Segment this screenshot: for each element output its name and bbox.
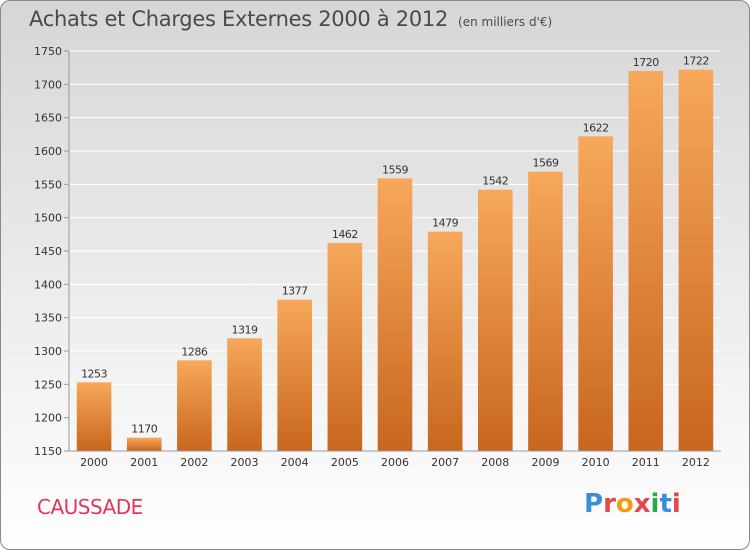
x-tick-label: 2004 [281, 456, 309, 469]
data-label: 1722 [683, 55, 709, 68]
bar-2001 [126, 437, 162, 451]
logo-letter: x [633, 489, 651, 519]
data-label: 1286 [181, 345, 207, 358]
y-tick-label: 1350 [34, 312, 62, 325]
logo-letter: P [584, 489, 604, 519]
logo-letter: i [650, 489, 660, 519]
y-tick-label: 1300 [34, 345, 62, 358]
data-label: 1559 [382, 163, 408, 176]
data-label: 1720 [633, 56, 659, 69]
x-tick-label: 2007 [431, 456, 459, 469]
y-tick-label: 1250 [34, 378, 62, 391]
y-tick-label: 1500 [34, 212, 62, 225]
y-tick-label: 1700 [34, 78, 62, 91]
y-tick-label: 1650 [34, 112, 62, 125]
data-label: 1542 [482, 175, 508, 188]
x-tick-label: 2001 [130, 456, 158, 469]
bar-2005 [327, 243, 363, 451]
data-label: 1170 [131, 423, 157, 436]
data-label: 1319 [232, 323, 258, 336]
bar-2010 [578, 136, 613, 452]
bars [76, 69, 714, 452]
data-label: 1462 [332, 228, 358, 241]
y-tick-label: 1550 [34, 178, 62, 191]
data-labels: 1253 1170 1286 1319 1377 1462 1559 1479 1542 1569… [81, 55, 709, 436]
y-tick-label: 1150 [34, 445, 62, 458]
y-tick-label: 1450 [34, 245, 62, 258]
bar-2012 [678, 69, 714, 452]
x-tick-label: 2011 [632, 456, 660, 469]
data-label: 1569 [532, 157, 558, 170]
bar-2003 [227, 338, 262, 451]
logo-letter: r [603, 489, 616, 519]
bar-2006 [377, 178, 413, 452]
y-tick-label: 1400 [34, 278, 62, 291]
x-tick-label: 2006 [381, 456, 409, 469]
x-tick-label: 2012 [682, 456, 710, 469]
commune-name: CAUSSADE [37, 495, 143, 519]
logo-letter: o [615, 489, 634, 519]
x-tick-label: 2002 [180, 456, 208, 469]
chart-title-text: Achats et Charges Externes 2000 à 2012 [29, 7, 449, 31]
bar-2007 [427, 231, 463, 451]
chart-title: Achats et Charges Externes 2000 à 2012 (e… [29, 7, 552, 31]
bar-2000 [76, 382, 112, 451]
bar-2011 [628, 71, 664, 451]
bar-2002 [177, 360, 212, 451]
x-tick-label: 2010 [582, 456, 610, 469]
bar-2009 [528, 171, 563, 451]
bar-2004 [277, 299, 312, 451]
x-axis: 2000 2001 2002 2003 2004 2005 2006 2007 2008 2009… [69, 450, 721, 469]
data-label: 1622 [583, 121, 609, 134]
y-tick-label: 1200 [34, 412, 62, 425]
data-label: 1479 [432, 217, 458, 230]
x-tick-label: 2009 [531, 456, 559, 469]
logo-letter: i [671, 489, 681, 519]
chart-unit: (en milliers d'€) [458, 15, 553, 29]
x-tick-label: 2005 [331, 456, 359, 469]
proxiti-logo: Proxiti [584, 489, 681, 519]
bar-2008 [478, 189, 513, 451]
x-tick-label: 2008 [481, 456, 509, 469]
x-tick-label: 2000 [80, 456, 108, 469]
data-label: 1377 [282, 285, 308, 298]
y-axis: 1150 1200 1250 1300 1350 1400 1450 1500 1550 1600… [34, 45, 70, 458]
logo-letter: t [659, 489, 672, 519]
x-tick-label: 2003 [231, 456, 259, 469]
y-tick-label: 1600 [34, 145, 62, 158]
data-label: 1253 [81, 367, 107, 380]
y-tick-label: 1750 [34, 45, 62, 58]
